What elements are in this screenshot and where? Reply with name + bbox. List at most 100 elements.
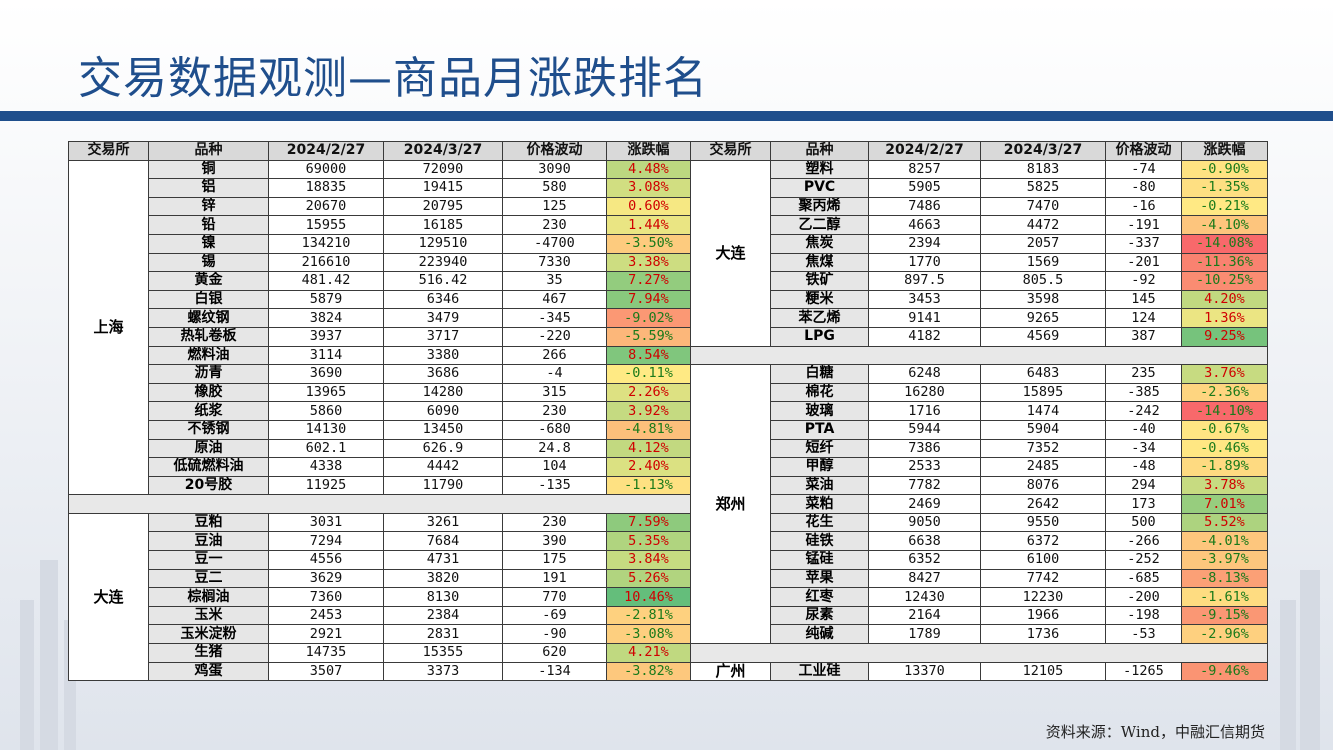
price-change: -80 bbox=[1105, 178, 1182, 198]
price-2024-2-27: 7294 bbox=[268, 531, 384, 552]
price-2024-3-27: 7470 bbox=[980, 196, 1106, 217]
price-2024-2-27: 3507 bbox=[268, 661, 384, 682]
price-2024-3-27: 129510 bbox=[383, 233, 503, 254]
price-change: 35 bbox=[502, 271, 607, 291]
commodity-name: 低硫燃料油 bbox=[148, 457, 269, 477]
price-2024-2-27: 2921 bbox=[268, 624, 384, 645]
change-percent: -11.36% bbox=[1181, 252, 1268, 273]
commodity-name: 铝 bbox=[148, 178, 269, 198]
price-2024-3-27: 6090 bbox=[383, 401, 503, 421]
commodity-name: 豆二 bbox=[148, 568, 269, 589]
price-change: -685 bbox=[1105, 568, 1182, 589]
price-2024-3-27: 6346 bbox=[383, 289, 503, 310]
change-percent: 7.59% bbox=[606, 512, 691, 533]
price-change: 145 bbox=[1105, 289, 1182, 310]
commodity-name: 不锈钢 bbox=[148, 419, 269, 440]
price-2024-3-27: 3261 bbox=[383, 512, 503, 533]
price-2024-2-27: 7782 bbox=[868, 475, 981, 496]
change-percent: 0.60% bbox=[606, 196, 691, 217]
price-change: 315 bbox=[502, 382, 607, 403]
column-header: 2024/2/27 bbox=[868, 141, 981, 161]
price-2024-3-27: 8183 bbox=[980, 159, 1106, 180]
table-row: PVC 5905 5825 -80 -1.35% bbox=[691, 178, 1268, 198]
price-2024-2-27: 3453 bbox=[868, 289, 981, 310]
column-header: 2024/3/27 bbox=[980, 141, 1106, 161]
price-2024-3-27: 3373 bbox=[383, 661, 503, 682]
group-separator-row bbox=[690, 345, 1268, 366]
table-row: 锌 20670 20795 125 0.60% bbox=[69, 196, 691, 217]
header-row: 交易所 品种 2024/2/27 2024/3/27 价格波动 涨跌幅 bbox=[68, 141, 691, 161]
price-2024-2-27: 5944 bbox=[868, 419, 981, 440]
price-2024-3-27: 7352 bbox=[980, 438, 1106, 459]
change-percent: -1.35% bbox=[1181, 178, 1268, 198]
change-percent: -14.08% bbox=[1181, 233, 1268, 254]
change-percent: -10.25% bbox=[1181, 271, 1268, 291]
table-row: 热轧卷板 3937 3717 -220 -5.59% bbox=[69, 326, 691, 347]
commodity-name: 棉花 bbox=[770, 382, 869, 403]
table-row: 玻璃 1716 1474 -242 -14.10% bbox=[691, 401, 1268, 421]
column-header: 2024/3/27 bbox=[383, 141, 503, 161]
table-row: 豆油 7294 7684 390 5.35% bbox=[69, 531, 691, 552]
price-2024-2-27: 20670 bbox=[268, 196, 384, 217]
change-percent: 4.20% bbox=[1181, 289, 1268, 310]
commodity-name: 甲醇 bbox=[770, 457, 869, 477]
table-row: 大连 塑料 8257 8183 -74 -0.90% bbox=[690, 159, 1268, 347]
table-row: 白银 5879 6346 467 7.94% bbox=[69, 289, 691, 310]
table-row: 铁矿 897.5 805.5 -92 -10.25% bbox=[691, 271, 1268, 291]
price-2024-2-27: 18835 bbox=[268, 178, 384, 198]
price-change: 230 bbox=[502, 401, 607, 421]
commodity-name: 镍 bbox=[148, 233, 269, 254]
price-2024-3-27: 19415 bbox=[383, 178, 503, 198]
price-2024-2-27: 216610 bbox=[268, 252, 384, 273]
table-row: 聚丙烯 7486 7470 -16 -0.21% bbox=[691, 196, 1268, 217]
commodity-name: 豆粕 bbox=[148, 512, 269, 533]
change-percent: -0.46% bbox=[1181, 438, 1268, 459]
change-percent: -0.90% bbox=[1181, 159, 1268, 180]
commodity-name: 沥青 bbox=[148, 364, 269, 384]
price-change: -191 bbox=[1105, 215, 1182, 235]
price-2024-2-27: 4338 bbox=[268, 457, 384, 477]
table-row: 纸浆 5860 6090 230 3.92% bbox=[69, 401, 691, 421]
price-2024-2-27: 8257 bbox=[868, 159, 981, 180]
price-2024-3-27: 1966 bbox=[980, 605, 1106, 626]
price-change: 294 bbox=[1105, 475, 1182, 496]
change-percent: -0.11% bbox=[606, 364, 691, 384]
price-2024-3-27: 9265 bbox=[980, 308, 1106, 328]
commodity-name: 白糖 bbox=[770, 364, 869, 384]
table-row: 花生 9050 9550 500 5.52% bbox=[691, 512, 1268, 533]
price-2024-2-27: 602.1 bbox=[268, 438, 384, 459]
price-2024-2-27: 3114 bbox=[268, 345, 384, 366]
table-row: 甲醇 2533 2485 -48 -1.89% bbox=[691, 457, 1268, 477]
price-2024-3-27: 2057 bbox=[980, 233, 1106, 254]
commodity-name: PVC bbox=[770, 178, 869, 198]
price-2024-3-27: 4442 bbox=[383, 457, 503, 477]
table-row: 乙二醇 4663 4472 -191 -4.10% bbox=[691, 215, 1268, 235]
change-percent: -5.59% bbox=[606, 326, 691, 347]
price-change: 500 bbox=[1105, 512, 1182, 533]
commodity-name: 螺纹钢 bbox=[148, 308, 269, 328]
table-row: 鸡蛋 3507 3373 -134 -3.82% bbox=[69, 661, 691, 682]
price-2024-3-27: 5904 bbox=[980, 419, 1106, 440]
table-row: 郑州 白糖 6248 6483 235 3.76% bbox=[690, 364, 1268, 645]
price-2024-2-27: 6248 bbox=[868, 364, 981, 384]
price-2024-2-27: 6352 bbox=[868, 550, 981, 570]
commodity-name: 乙二醇 bbox=[770, 215, 869, 235]
price-2024-2-27: 2164 bbox=[868, 605, 981, 626]
price-2024-3-27: 4731 bbox=[383, 550, 503, 570]
price-change: -337 bbox=[1105, 233, 1182, 254]
price-2024-3-27: 8130 bbox=[383, 587, 503, 607]
table-row: 黄金 481.42 516.42 35 7.27% bbox=[69, 271, 691, 291]
price-2024-2-27: 3629 bbox=[268, 568, 384, 589]
price-2024-3-27: 3479 bbox=[383, 308, 503, 328]
price-change: 770 bbox=[502, 587, 607, 607]
price-2024-3-27: 2642 bbox=[980, 494, 1106, 514]
price-2024-2-27: 2533 bbox=[868, 457, 981, 477]
data-source-note: 资料来源：Wind，中融汇信期货 bbox=[1045, 723, 1265, 741]
table-row: 20号胶 11925 11790 -135 -1.13% bbox=[69, 475, 691, 496]
commodity-name: 鸡蛋 bbox=[148, 661, 269, 682]
change-percent: 7.27% bbox=[606, 271, 691, 291]
change-percent: 3.76% bbox=[1181, 364, 1268, 384]
price-2024-3-27: 9550 bbox=[980, 512, 1106, 533]
change-percent: -9.46% bbox=[1181, 661, 1268, 682]
price-2024-2-27: 11925 bbox=[268, 475, 384, 496]
